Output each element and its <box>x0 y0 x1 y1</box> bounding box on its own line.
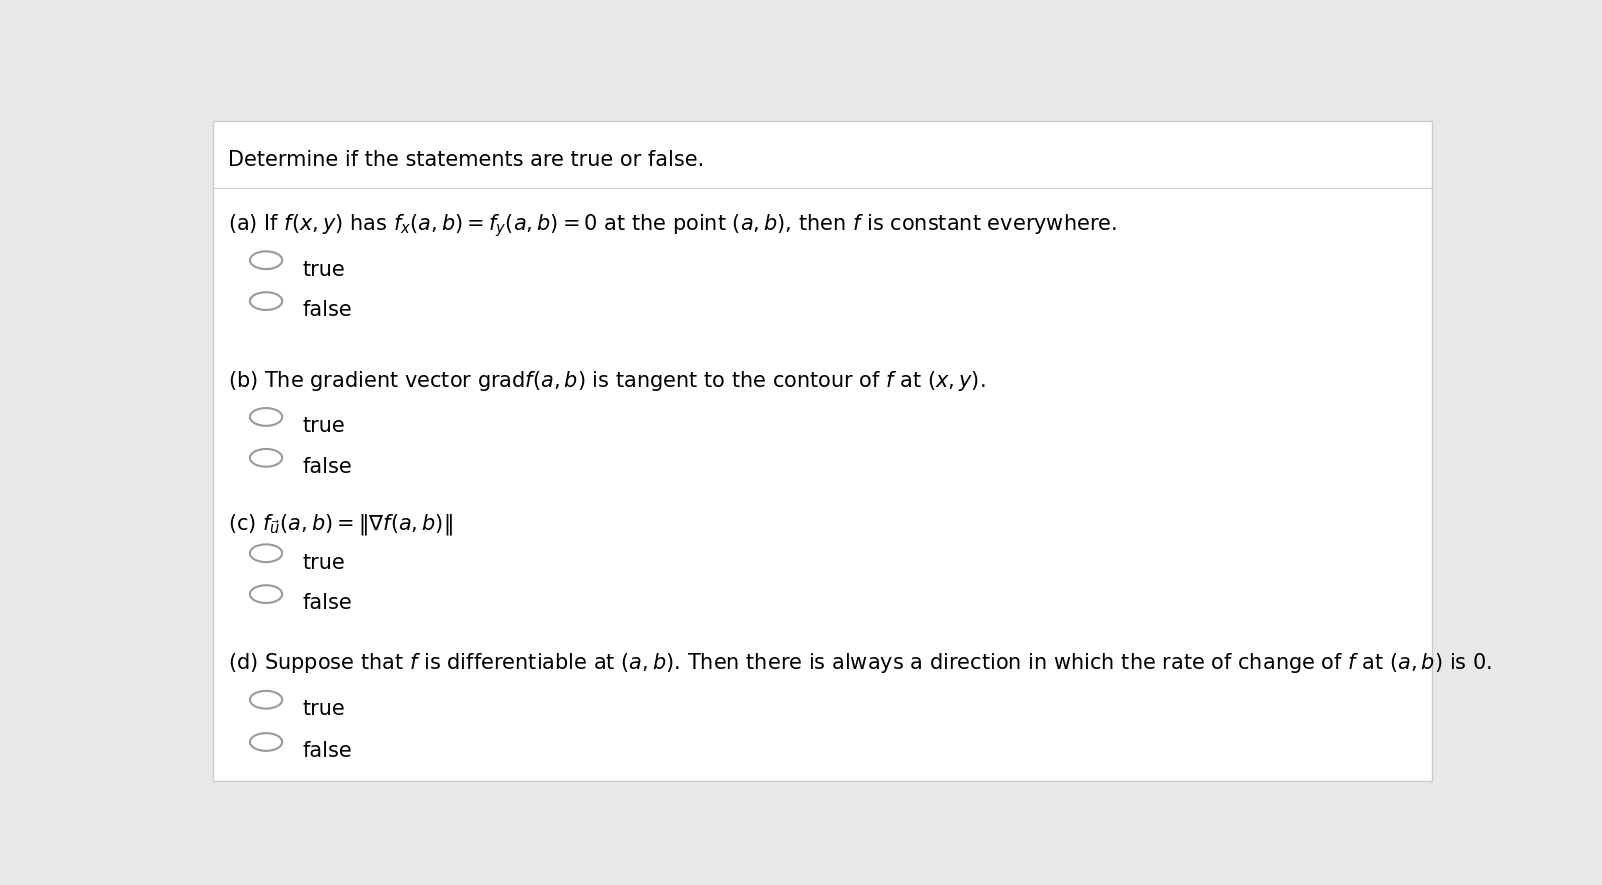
Text: true: true <box>303 699 344 719</box>
Text: false: false <box>303 594 352 613</box>
Text: (c) $f_{\vec{u}}(a, b) = \|\nabla f(a, b)\|$: (c) $f_{\vec{u}}(a, b) = \|\nabla f(a, b… <box>227 512 452 536</box>
Text: (b) The gradient vector $\mathrm{grad}f(a,b)$ is tangent to the contour of $f$ a: (b) The gradient vector $\mathrm{grad}f(… <box>227 368 985 393</box>
Text: false: false <box>303 458 352 477</box>
Text: (a) If $f(x,y)$ has $f_x(a,b) = f_y(a,b) = 0$ at the point $(a,b)$, then $f$ is : (a) If $f(x,y)$ has $f_x(a,b) = f_y(a,b)… <box>227 212 1117 239</box>
Text: (d) Suppose that $f$ is differentiable at $(a,b)$. Then there is always a direct: (d) Suppose that $f$ is differentiable a… <box>227 651 1491 675</box>
Text: true: true <box>303 552 344 573</box>
FancyBboxPatch shape <box>213 121 1432 781</box>
Text: false: false <box>303 300 352 320</box>
Text: true: true <box>303 259 344 280</box>
Text: false: false <box>303 742 352 761</box>
Text: true: true <box>303 416 344 436</box>
Text: Determine if the statements are true or false.: Determine if the statements are true or … <box>227 150 703 171</box>
